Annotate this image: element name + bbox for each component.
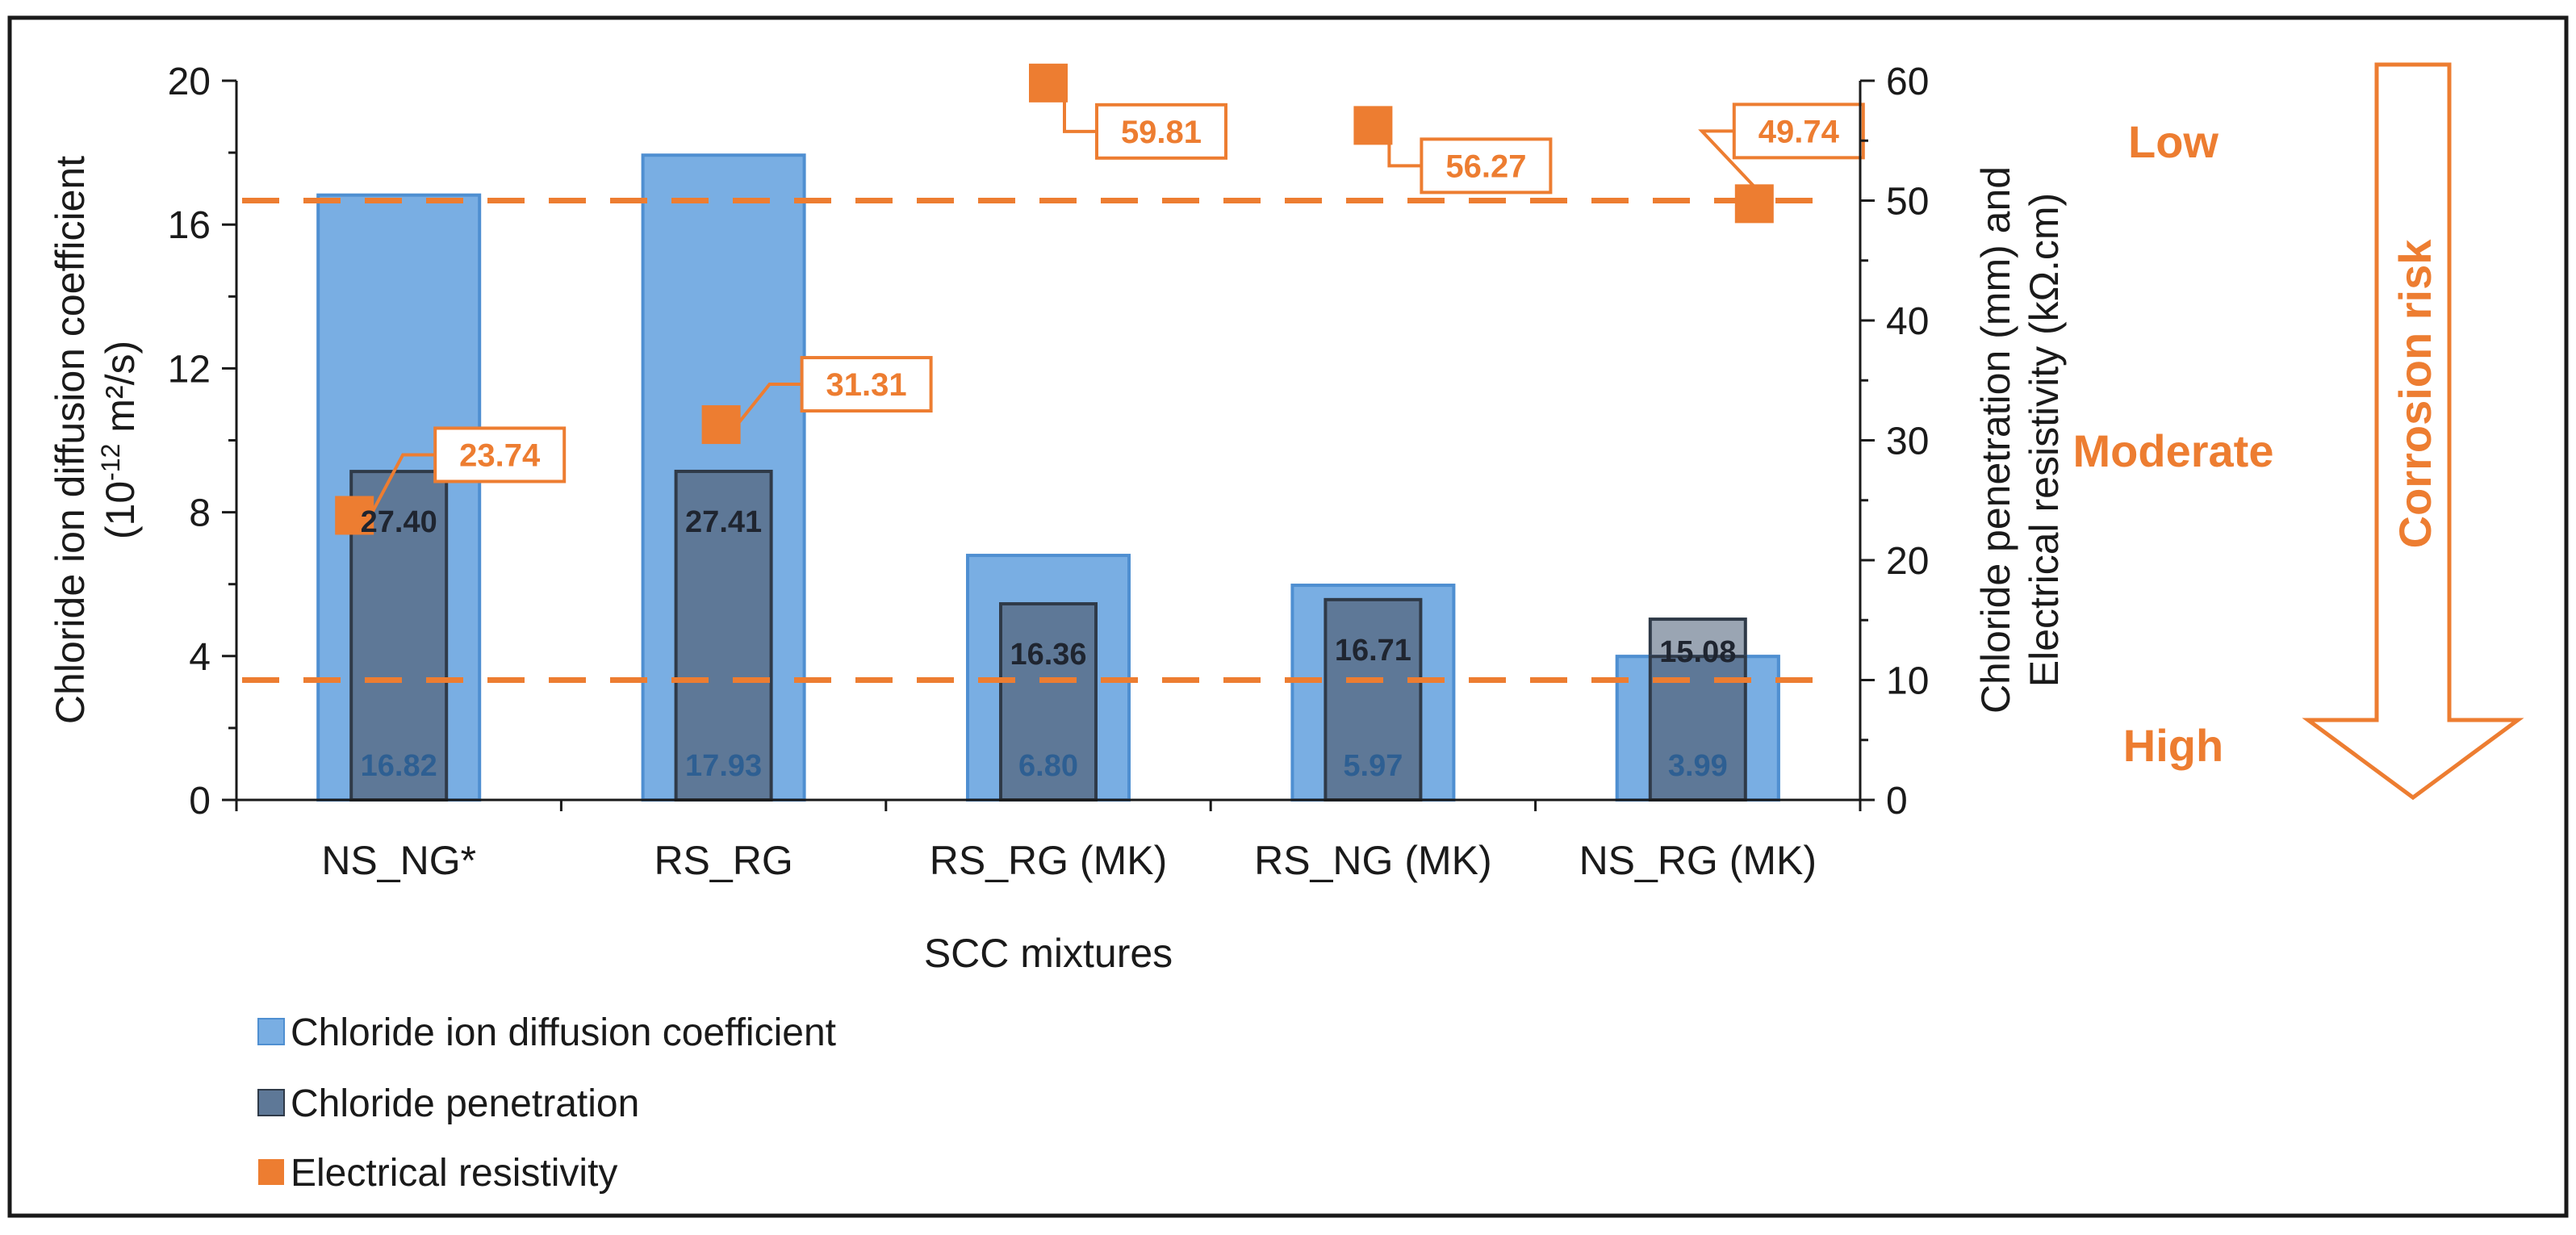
resistivity-marker-2: [1029, 63, 1068, 103]
x-tick-label-1: RS_RG: [654, 838, 792, 883]
right-tick-label-3: 30: [1886, 421, 1929, 463]
resistivity-callout-box-4: [1732, 103, 1865, 160]
x-tick-label-2: RS_RG (MK): [930, 838, 1167, 883]
diffusion-label-4: 3.99: [1668, 749, 1728, 783]
penetration-label-0: 27.40: [361, 505, 437, 539]
resistivity-callout-box-0: [433, 426, 567, 484]
resistivity-label-0: 23.74: [459, 437, 541, 473]
left-axis-title-line2: (10-12 m²/s): [96, 341, 143, 539]
resistivity-leader-1: [736, 383, 802, 426]
right-tick-label-4: 40: [1886, 300, 1929, 343]
legend-swatch-resistivity: [258, 1159, 284, 1185]
legend-swatch-penetration: [257, 1089, 285, 1116]
left-tick-label-2: 8: [189, 492, 211, 535]
resistivity-label-3: 56.27: [1445, 149, 1526, 184]
resistivity-callout-box-2: [1095, 103, 1227, 160]
left-tick-label-5: 20: [168, 61, 211, 103]
resistivity-leader-0: [369, 453, 436, 517]
resistivity-marker-3: [1353, 106, 1393, 145]
resistivity-marker-0: [335, 496, 374, 535]
resistivity-label-4: 49.74: [1758, 114, 1840, 149]
diffusion-label-1: 17.93: [685, 749, 762, 783]
penetration-bar-1: [674, 469, 773, 802]
penetration-label-3: 16.71: [1335, 634, 1411, 668]
legend-label-resistivity: Electrical resistivity: [291, 1152, 617, 1195]
penetration-label-2: 16.36: [1010, 638, 1086, 672]
risk-label-low: Low: [2128, 116, 2218, 167]
left-axis-title-line1: Chloride ion diffusion coefficient: [48, 156, 93, 724]
x-tick-label-0: NS_NG*: [321, 838, 476, 883]
resistivity-marker-1: [701, 405, 741, 445]
penetration-bar-3: [1324, 597, 1423, 802]
right-tick-label-2: 20: [1886, 540, 1929, 583]
corrosion-risk-arrow: [2302, 62, 2524, 801]
resistivity-callout-box-1: [800, 356, 933, 413]
right-tick-label-5: 50: [1886, 181, 1929, 224]
penetration-label-1: 27.41: [685, 505, 762, 539]
right-axis-title-line1: Chloride penetration (mm) and: [1973, 166, 2018, 714]
resistivity-marker-4: [1734, 184, 1774, 224]
right-axis-title-line2: Electrical resistivity (kΩ.cm): [2022, 193, 2067, 687]
right-tick-label-1: 10: [1886, 660, 1929, 703]
left-tick-label-4: 16: [168, 204, 211, 247]
resistivity-label-2: 59.81: [1121, 115, 1202, 150]
diffusion-label-3: 5.97: [1343, 749, 1403, 783]
left-tick-label-0: 0: [189, 780, 211, 823]
resistivity-callout-box-3: [1420, 137, 1553, 195]
legend-swatch-diffusion: [257, 1018, 285, 1045]
diffusion-label-0: 16.82: [361, 749, 437, 783]
legend-label-diffusion: Chloride ion diffusion coefficient: [291, 1011, 836, 1054]
right-tick-label-0: 0: [1886, 780, 1908, 823]
resistivity-label-1: 31.31: [826, 367, 907, 403]
risk-label-moderate: Moderate: [2073, 425, 2274, 476]
penetration-label-4: 15.08: [1659, 635, 1736, 669]
x-tick-label-3: RS_NG (MK): [1254, 838, 1491, 883]
right-tick-label-6: 60: [1886, 61, 1929, 103]
corrosion-risk-title: Corrosion risk: [2390, 239, 2440, 549]
left-tick-label-3: 12: [168, 348, 211, 391]
resistivity-leader-4: [1698, 129, 1772, 205]
legend-label-penetration: Chloride penetration: [291, 1082, 639, 1125]
left-tick-label-1: 4: [189, 636, 211, 679]
risk-label-high: High: [2123, 720, 2223, 771]
x-tick-label-4: NS_RG (MK): [1579, 838, 1817, 883]
x-axis-title: SCC mixtures: [924, 931, 1173, 976]
diffusion-label-2: 6.80: [1018, 749, 1078, 783]
